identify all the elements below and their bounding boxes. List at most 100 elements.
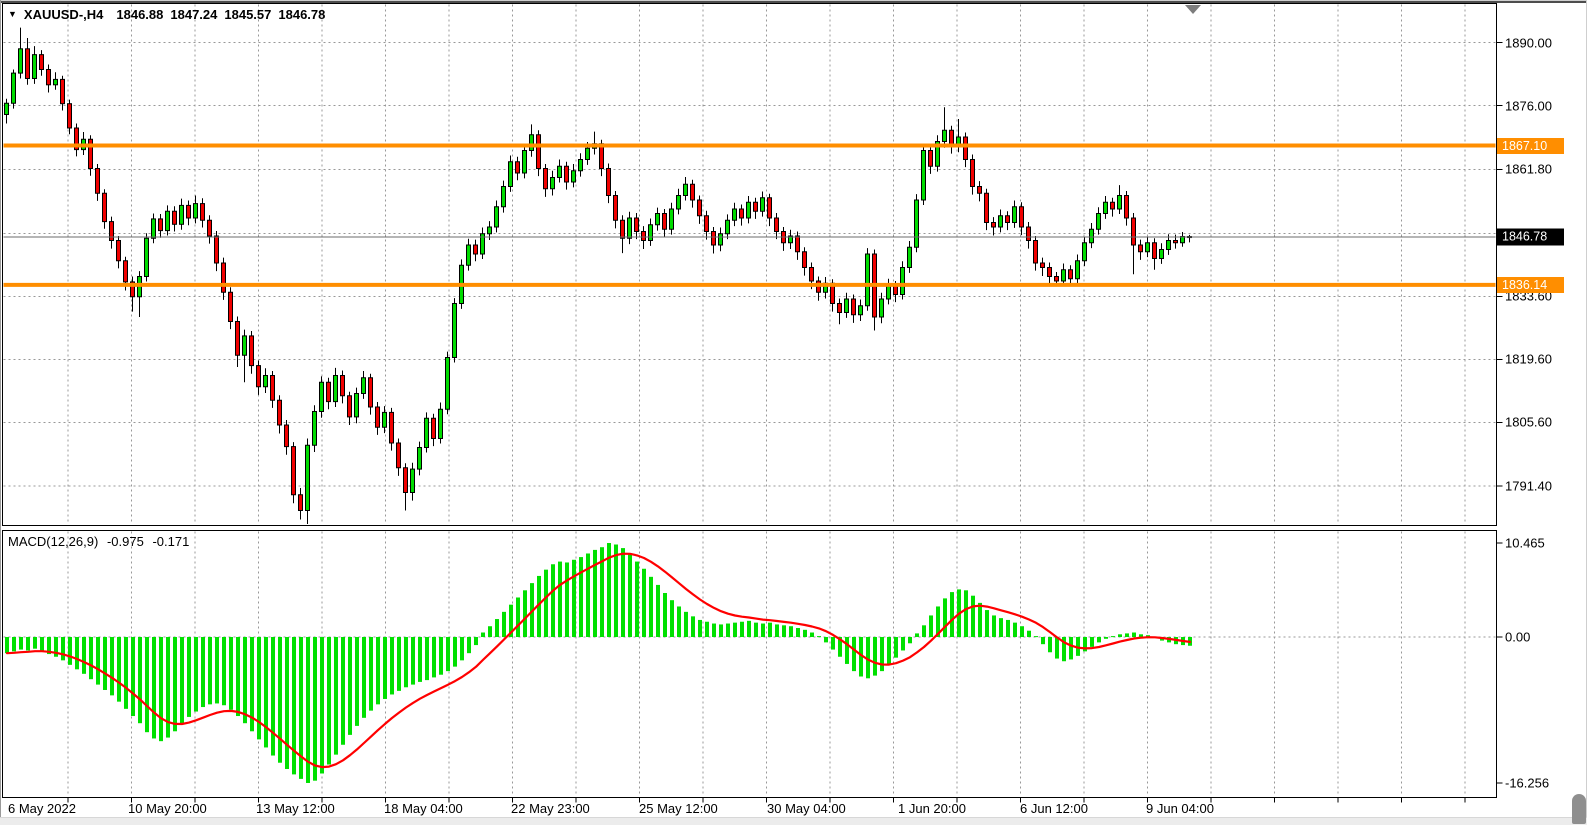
candle [1117,195,1122,210]
candle [1026,226,1031,241]
candle [704,215,709,232]
macd-bar [201,637,205,708]
candle [662,213,667,230]
macd-bar [124,637,128,709]
candle [1033,240,1038,264]
macd-bar [978,602,982,637]
macd-bar [61,637,65,661]
candle [438,408,443,439]
candle [74,127,79,151]
horizontal-scrollbar-thumb[interactable] [1572,794,1586,824]
candle [998,215,1003,228]
macd-bar [1104,637,1108,639]
macd-bar [355,637,359,726]
macd-bar [1006,619,1010,637]
window-top-border [0,0,1587,3]
macd-bar [726,623,730,637]
price-axis-label: 1819.60 [1505,351,1552,367]
candle [557,165,562,178]
macd-bar [481,632,485,637]
macd-bar [285,637,289,770]
macd-bar [89,637,93,680]
macd-bar [964,590,968,637]
candle [298,494,303,511]
macd-bar [278,637,282,763]
ohlc-high: 1847.24 [170,7,218,22]
macd-bar [292,637,296,775]
macd-bar [131,637,135,717]
macd-bar [523,590,527,637]
macd-bar [33,637,37,649]
macd-bar [187,637,191,717]
candle [389,411,394,444]
candle [4,102,9,115]
shift-triangle-icon[interactable] [1185,5,1201,14]
price-axis-label: 1861.80 [1505,161,1552,177]
macd-bar [803,629,807,637]
macd-bar [159,637,163,742]
candle [1096,213,1101,230]
macd-bar [929,615,933,637]
candle [522,150,527,174]
candle [501,186,506,208]
macd-bar [243,637,247,724]
candle [39,54,44,71]
macd-bar [271,637,275,756]
macd-bar [47,637,51,655]
chevron-down-icon[interactable]: ▼ [8,9,17,19]
macd-bar [383,637,387,699]
candle [333,375,338,403]
candle [452,303,457,358]
candle [858,305,863,316]
candle [228,291,233,322]
candle [886,285,891,300]
macd-axis-label: 0.00 [1505,629,1531,645]
macd-bar [754,622,758,637]
candle [515,161,520,174]
candle [179,204,184,225]
macd-bar [453,637,457,667]
status-strip [0,817,1587,825]
candle [382,411,387,428]
ohlc-low: 1845.57 [224,7,272,22]
macd-bar [474,637,478,646]
macd-bar [390,637,394,695]
candle [123,260,128,283]
macd-bar [348,637,352,735]
candle [690,183,695,201]
macd-bar [313,637,317,781]
macd-histogram-layer[interactable] [5,543,1192,783]
macd-bar [656,584,660,637]
candle [480,233,485,255]
macd-bar [1125,633,1129,637]
macd-bar [796,628,800,637]
macd-bar [887,637,891,665]
macd-bar [1118,634,1122,637]
macd-bar [1013,622,1017,637]
macd-bar [950,592,954,637]
candle [907,246,912,268]
candle [648,224,653,241]
indicator-label: MACD(12,26,9) -0.975 -0.171 [8,534,194,549]
macd-bar [327,637,331,765]
candle [613,195,618,221]
indicator-macd-value: -0.975 [106,534,144,549]
macd-bar [922,625,926,637]
macd-bar [40,637,44,652]
candles-layer[interactable] [4,27,1192,524]
macd-bar [166,637,170,738]
candle [403,467,408,493]
candle [585,147,590,160]
candle [606,168,611,196]
candle [914,199,919,248]
macd-bar [439,637,443,675]
macd-bar [684,611,688,637]
candle [1166,240,1171,250]
candle [1068,269,1073,280]
candle [396,442,401,469]
candle [977,186,982,194]
macd-bar [152,637,156,739]
candle [543,168,548,190]
candle [326,381,331,403]
